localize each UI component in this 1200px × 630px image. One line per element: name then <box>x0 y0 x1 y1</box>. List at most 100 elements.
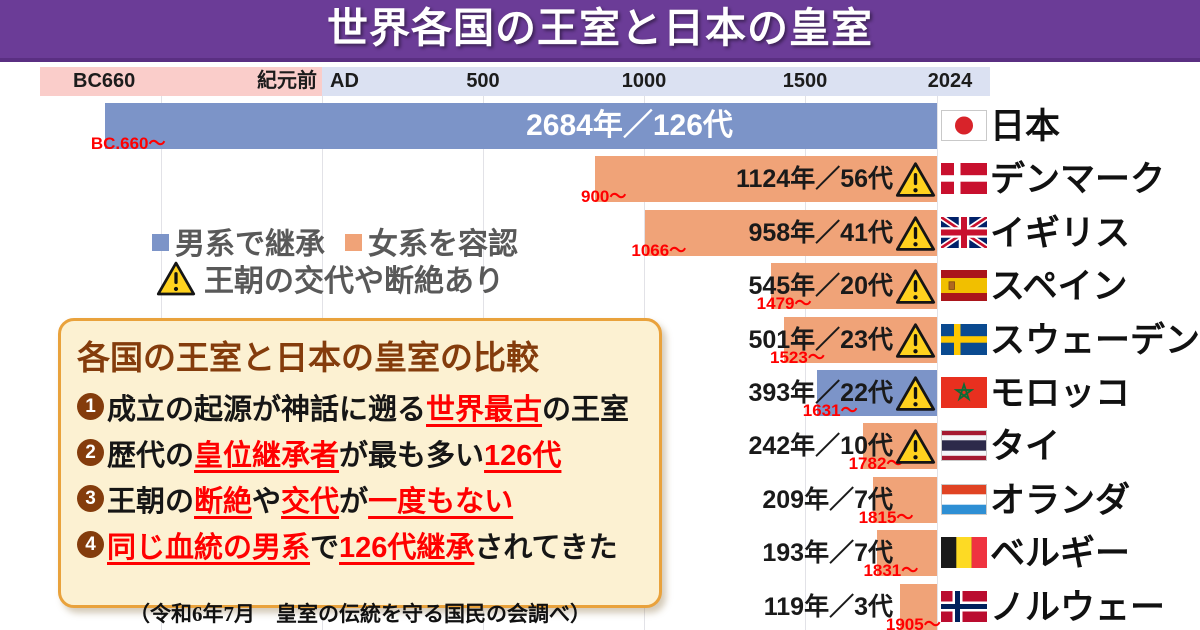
page-title: 世界各国の王室と日本の皇室 <box>327 5 873 51</box>
country-name: スペイン <box>990 267 1128 307</box>
axis-tick-1000: 1000 <box>621 70 667 92</box>
country-row: 1523～ 501年／23代 スウェーデン <box>0 316 1200 367</box>
warning-icon <box>895 269 936 304</box>
axis-ad-strip: AD 500 1000 1500 2024 <box>322 67 990 96</box>
timeline-bar <box>645 209 937 256</box>
callout-text: が <box>339 485 369 518</box>
legend-warning: 王朝の交代や断絶あり <box>156 256 504 300</box>
callout-title: 各国の王室と日本の皇室の比較 <box>77 339 539 376</box>
gridline <box>937 96 938 630</box>
start-year-label: 1631～ <box>802 401 858 420</box>
flag-gb-icon <box>941 216 987 248</box>
duration-label: 242年／10代 <box>748 432 893 461</box>
timeline-bar <box>877 530 937 577</box>
callout-text: で <box>310 531 340 564</box>
female-swatch-icon <box>345 234 362 251</box>
callout-text: されてきた <box>474 531 618 564</box>
flag-se-icon <box>941 323 987 355</box>
duration-label: 958年／41代 <box>748 218 893 247</box>
timeline-bar <box>104 103 937 149</box>
duration-label: 545年／20代 <box>748 272 893 301</box>
timeline-bar <box>595 156 937 203</box>
male-swatch-icon <box>152 234 169 251</box>
country-row: 1782～ 242年／10代 タイ <box>0 423 1200 473</box>
start-year-label: 900～ <box>581 187 627 207</box>
callout-line: 4 同じ血統の男系で 126代継承 されてきた <box>77 526 647 564</box>
warning-icon <box>895 429 936 465</box>
duration-label: 1124年／56代 <box>735 165 893 194</box>
start-year-label: BC.660～ <box>90 134 166 153</box>
highlighted-text: 126代継承 <box>339 531 475 564</box>
country-name: ノルウェー <box>990 587 1166 627</box>
country-row: 1631～ 393年／22代 モロッコ <box>0 370 1200 420</box>
axis-tick-500: 500 <box>466 70 500 92</box>
axis-tick-AD: AD <box>330 70 359 92</box>
flag-nl-icon <box>941 483 987 515</box>
flag-jp-icon <box>941 110 987 141</box>
legend-female-label: 女系を容認 <box>368 228 518 261</box>
callout-text: 王朝の <box>107 485 195 518</box>
axis-bc-strip: BC660 紀元前 <box>40 67 322 96</box>
flag-es-icon <box>941 270 987 302</box>
highlighted-text: 皇位継承者 <box>194 439 340 472</box>
start-year-label: 1479～ <box>756 294 812 314</box>
legend-succession: 男系で継承 女系を容認 <box>152 219 518 263</box>
axis-tick-1500: 1500 <box>782 70 828 92</box>
country-name: 日本 <box>990 107 1061 146</box>
callout-text: 成立の起源が神話に遡る <box>107 393 427 426</box>
callout-items: 1 成立の起源が神話に遡る 世界最古 の王室 2 歴代の 皇位継承者 が最も多い 126代… <box>77 388 647 564</box>
numbered-bullet: 2 <box>77 439 104 466</box>
country-row: 900～ 1124年／56代 デンマーク <box>0 156 1200 206</box>
start-year-label: 1905～ <box>885 614 941 630</box>
country-name: モロッコ <box>990 374 1131 413</box>
timeline-bar <box>872 476 937 523</box>
duration-label: 209年／7代 <box>762 485 893 514</box>
timeline-bar <box>899 583 937 630</box>
country-name: タイ <box>990 427 1061 467</box>
country-row: 1905～ 119年／3代 ノルウェー <box>0 583 1200 630</box>
country-name: イギリス <box>990 213 1131 253</box>
callout-text: の王室 <box>542 393 630 426</box>
country-name: オランダ <box>990 480 1131 520</box>
gridline <box>805 96 806 630</box>
legend-male-label: 男系で継承 <box>175 228 325 261</box>
start-year-label: 1782～ <box>848 454 904 474</box>
highlighted-text: 世界最古 <box>426 393 543 426</box>
warning-icon <box>895 376 936 411</box>
duration-label: 501年／23代 <box>748 325 893 354</box>
callout-text: が最も多い <box>339 439 485 472</box>
country-row: 1815～ 209年／7代 オランダ <box>0 476 1200 527</box>
legend-warning-label: 王朝の交代や断絶あり <box>204 265 504 298</box>
flag-ma-icon <box>941 377 987 408</box>
highlighted-text: 同じ血統の男系 <box>107 531 311 564</box>
country-row: BC.660～ 2684年／126代 日本 <box>0 103 1200 153</box>
header: 世界各国の王室と日本の皇室 <box>0 0 1200 62</box>
duration-label: 393年／22代 <box>748 379 893 407</box>
flag-no-icon <box>941 590 987 622</box>
numbered-bullet: 3 <box>77 485 104 512</box>
warning-icon <box>895 162 936 198</box>
axis-tick-2024: 2024 <box>927 70 973 92</box>
warning-icon <box>156 261 196 295</box>
callout-line: 1 成立の起源が神話に遡る 世界最古 の王室 <box>77 388 647 426</box>
axis-tick-bc-era: 紀元前 <box>257 70 317 92</box>
duration-label: 193年／7代 <box>762 539 893 568</box>
highlighted-text: 交代 <box>281 485 340 518</box>
warning-icon <box>895 216 936 251</box>
callout-text: 歴代の <box>107 439 195 472</box>
flag-th-icon <box>941 430 987 462</box>
duration-label: 2684年／126代 <box>526 109 733 142</box>
country-row: 1066～ 958年／41代 イギリス <box>0 209 1200 260</box>
country-row: 1479～ 545年／20代 スペイン <box>0 263 1200 313</box>
highlighted-text: 一度もない <box>368 485 514 518</box>
numbered-bullet: 1 <box>77 393 104 420</box>
highlighted-text: 126代 <box>484 439 562 472</box>
flag-be-icon <box>941 537 987 569</box>
axis-tick-bc660: BC660 <box>73 70 136 92</box>
country-name: ベルギー <box>990 534 1131 574</box>
start-year-label: 1831～ <box>863 561 919 581</box>
country-row: 1831～ 193年／7代 ベルギー <box>0 530 1200 580</box>
highlighted-text: 断絶 <box>194 485 253 518</box>
callout-text: や <box>252 485 282 518</box>
